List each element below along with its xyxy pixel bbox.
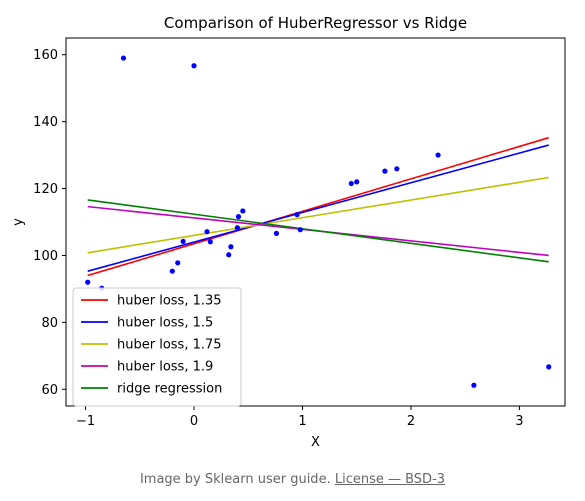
data-point <box>120 55 127 61</box>
chart-title: Comparison of HuberRegressor vs Ridge <box>164 14 467 32</box>
data-point <box>85 279 91 285</box>
data-point <box>235 214 242 220</box>
x-axis-ticks: −1 0 1 2 3 <box>76 406 524 429</box>
legend-box <box>72 287 242 407</box>
data-point <box>180 238 186 245</box>
legend-label: huber loss, 1.35 <box>117 294 222 309</box>
y-tick-label: 60 <box>41 383 58 398</box>
x-axis-label: X <box>311 435 320 450</box>
data-point <box>294 212 300 218</box>
data-point <box>273 230 280 236</box>
y-tick-label: 140 <box>33 115 58 130</box>
x-tick-label: −1 <box>76 414 95 429</box>
data-point <box>234 225 240 231</box>
data-point <box>240 208 246 214</box>
x-tick-label: 1 <box>298 414 306 429</box>
data-point <box>471 382 477 388</box>
plot-content <box>85 55 552 388</box>
x-tick-label: 2 <box>407 414 415 429</box>
data-point <box>175 260 181 266</box>
series-line-5 <box>87 199 549 263</box>
data-point <box>297 227 303 233</box>
license-link[interactable]: License — BSD-3 <box>334 472 446 487</box>
y-axis-label: y <box>11 218 26 226</box>
legend: huber loss, 1.35 huber loss, 1.5 huber los… <box>72 287 242 407</box>
data-point <box>546 364 552 370</box>
data-point <box>354 179 360 185</box>
data-point <box>169 268 175 274</box>
series-line-1 <box>87 136 549 277</box>
data-point <box>228 244 234 250</box>
y-axis-ticks: 60 80 100 120 140 160 <box>33 48 66 398</box>
data-point <box>204 229 210 235</box>
y-tick-label: 160 <box>33 48 58 63</box>
legend-label: ridge regression <box>117 382 222 397</box>
data-point <box>348 180 354 187</box>
credit-text: Image by Sklearn user guide. <box>139 472 331 487</box>
legend-label: huber loss, 1.75 <box>117 338 222 353</box>
x-tick-label: 3 <box>515 414 523 429</box>
data-point <box>382 168 388 174</box>
plot-frame <box>65 37 566 407</box>
legend-label: huber loss, 1.5 <box>117 316 213 331</box>
y-tick-label: 80 <box>41 316 58 331</box>
data-point <box>394 166 400 172</box>
data-point <box>226 252 232 258</box>
data-point <box>191 63 197 69</box>
x-tick-label: 0 <box>190 414 198 429</box>
legend-label: huber loss, 1.9 <box>117 360 213 375</box>
data-point <box>207 239 213 245</box>
series-line-3 <box>87 176 549 254</box>
y-tick-label: 100 <box>33 249 58 264</box>
y-tick-label: 120 <box>33 182 58 197</box>
series-line-2 <box>87 144 549 272</box>
image-credit: Image by Sklearn user guide. License — B… <box>0 472 585 487</box>
data-point <box>435 152 441 158</box>
